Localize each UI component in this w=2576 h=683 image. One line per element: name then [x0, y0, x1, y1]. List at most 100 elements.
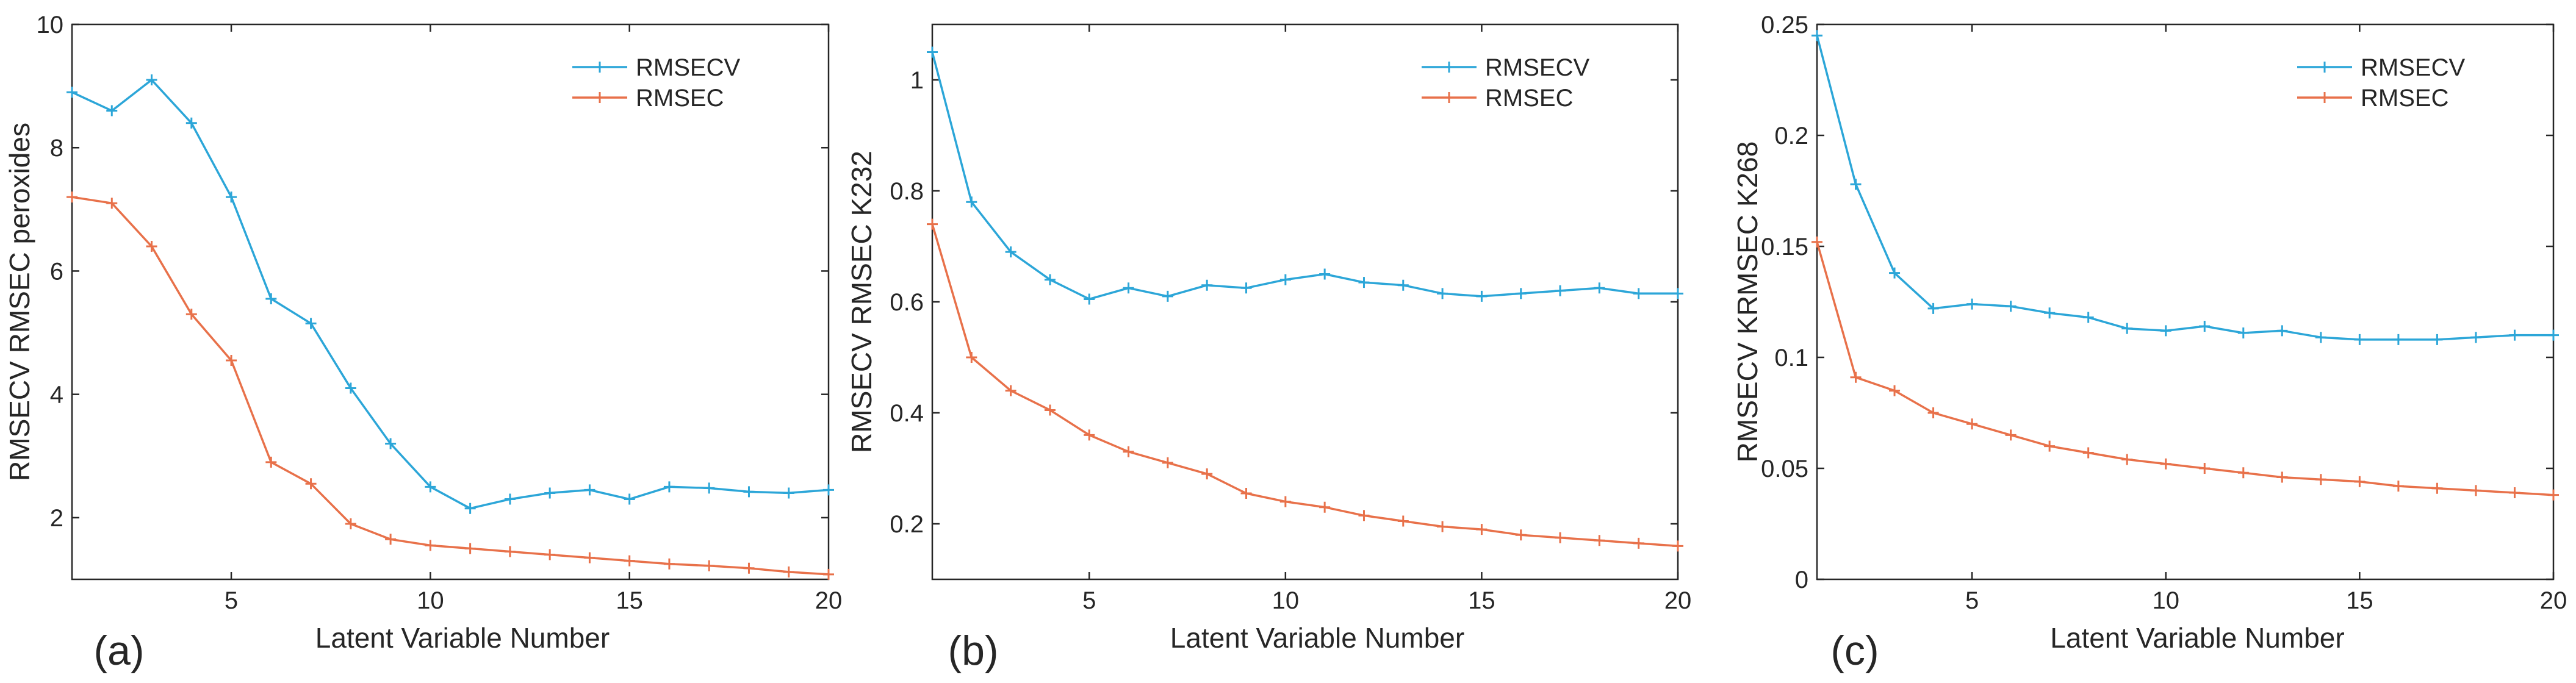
data-point-marker: [185, 309, 197, 320]
data-point-marker: [1005, 385, 1016, 396]
data-point-marker: [1279, 274, 1291, 285]
legend-marker: [594, 92, 605, 103]
data-point-marker: [823, 568, 834, 580]
data-point-marker: [663, 558, 675, 570]
y-axis-label: RMSECV RMSEC peroxides: [4, 123, 35, 481]
y-tick-label: 0.4: [890, 400, 924, 427]
x-tick-label: 15: [616, 587, 643, 614]
data-point-marker: [1850, 179, 1862, 190]
data-point-marker: [67, 87, 77, 98]
legend-marker: [1444, 92, 1455, 103]
data-point-marker: [385, 438, 397, 449]
x-tick-label: 5: [1082, 587, 1096, 614]
x-axis-label: Latent Variable Number: [315, 622, 610, 654]
data-point-marker: [1240, 487, 1252, 499]
y-tick-label: 0.1: [1774, 345, 1808, 371]
data-point-marker: [2470, 485, 2481, 496]
y-tick-label: 2: [50, 505, 63, 532]
data-point-marker: [305, 318, 317, 329]
data-point-marker: [2082, 447, 2094, 459]
data-point-marker: [146, 241, 157, 252]
data-point-marker: [1319, 501, 1331, 513]
data-point-marker: [2199, 321, 2211, 332]
data-point-marker: [1476, 524, 1488, 535]
legend-label: RMSEC: [636, 85, 724, 112]
data-point-marker: [1633, 288, 1644, 299]
data-point-marker: [1594, 535, 1605, 546]
chart-panel-a: 5 10 15 20 2 4 6 8 10 Latent Variable Number RMSEC…: [4, 12, 842, 674]
data-point-marker: [743, 562, 755, 574]
data-point-marker: [1319, 268, 1331, 280]
data-point-marker: [2237, 467, 2249, 479]
plot-area-frame: [71, 23, 830, 581]
data-point-marker: [2431, 482, 2443, 494]
y-tick-label: 0: [1795, 567, 1808, 593]
series-rmsecv: [1811, 30, 2559, 345]
series-line-rmsecv: [1816, 35, 2553, 341]
data-point-marker: [2354, 476, 2366, 487]
data-point-marker: [1850, 371, 1862, 383]
data-point-marker: [2548, 489, 2559, 501]
data-point-marker: [1437, 521, 1448, 532]
y-tick-label: 6: [50, 258, 63, 285]
data-point-marker: [1927, 407, 1939, 418]
x-tick-label: 20: [2540, 587, 2567, 614]
data-point-marker: [584, 552, 595, 563]
data-point-marker: [1927, 302, 1939, 314]
x-tick-label: 5: [225, 587, 238, 614]
y-tick-label: 0.15: [1761, 234, 1808, 260]
legend-entry-rmsec: RMSEC: [1422, 85, 1573, 112]
y-axis-label: RMSECV RMSEC K232: [846, 151, 877, 453]
data-point-marker: [1123, 446, 1134, 457]
data-point-marker: [584, 484, 595, 496]
x-axis-label: Latent Variable Number: [1170, 622, 1464, 654]
data-point-marker: [2509, 329, 2520, 341]
legend-entry-rmsecv: RMSECV: [572, 54, 740, 81]
data-point-marker: [1811, 236, 1822, 248]
series-rmsecv: [67, 74, 834, 514]
data-point-marker: [226, 355, 237, 367]
data-point-marker: [783, 487, 794, 499]
data-point-marker: [1476, 290, 1488, 302]
y-tick-label: 10: [37, 12, 64, 38]
legend-entry-rmsec: RMSEC: [572, 85, 724, 112]
data-point-marker: [2392, 334, 2404, 345]
data-point-marker: [1123, 282, 1134, 294]
data-point-marker: [1162, 290, 1173, 302]
legend-label: RMSEC: [2361, 85, 2448, 112]
series-rmsec: [927, 218, 1683, 552]
data-point-marker: [743, 486, 755, 498]
x-tick-label: 10: [2152, 587, 2179, 614]
data-point-marker: [2160, 325, 2171, 337]
data-point-marker: [185, 117, 197, 129]
series-rmsec: [1811, 236, 2559, 501]
data-point-marker: [1811, 30, 1822, 41]
data-point-marker: [2276, 471, 2288, 483]
y-tick-label: 0.05: [1761, 456, 1808, 482]
x-tick-label: 20: [815, 587, 843, 614]
y-tick-label: 4: [50, 382, 63, 409]
data-point-marker: [624, 493, 635, 505]
series-line-rmsec: [1816, 241, 2554, 496]
series-line-rmsecv: [931, 52, 1678, 301]
data-point-marker: [2044, 440, 2056, 452]
series-rmsec: [67, 191, 834, 580]
series-line-rmsec: [71, 196, 829, 576]
data-point-marker: [783, 566, 794, 578]
data-point-marker: [106, 198, 118, 209]
data-point-marker: [2121, 454, 2133, 465]
data-point-marker: [1358, 510, 1370, 521]
series-line-rmsecv: [71, 79, 829, 510]
legend-entry-rmsec: RMSEC: [2297, 85, 2448, 112]
data-point-marker: [927, 218, 938, 230]
data-point-marker: [1397, 515, 1409, 527]
x-tick-label: 5: [1965, 587, 1979, 614]
y-tick-label: 0.25: [1761, 12, 1808, 38]
data-point-marker: [146, 74, 157, 85]
y-axis-label: RMSECV KRMSEC K268: [1732, 141, 1763, 463]
data-point-marker: [305, 478, 317, 490]
data-point-marker: [504, 493, 516, 505]
data-point-marker: [1397, 279, 1409, 291]
data-point-marker: [544, 487, 556, 499]
